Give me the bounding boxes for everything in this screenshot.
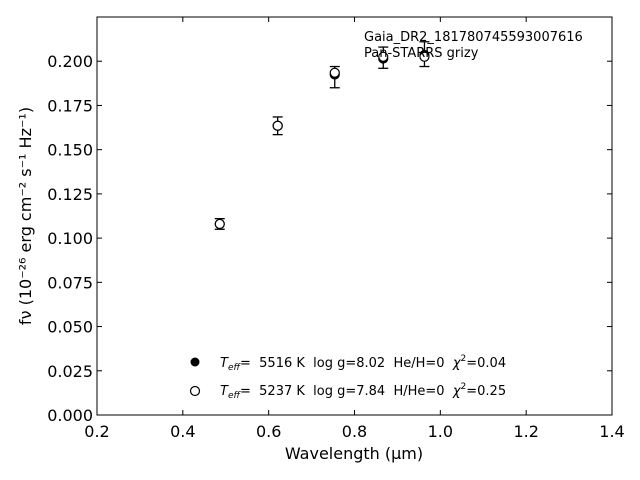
- y-axis-label: fν (10⁻²⁶ erg cm⁻² s⁻¹ Hz⁻¹): [16, 107, 35, 325]
- data-points: [214, 49, 430, 230]
- legend: Teff= 5516 K log g=8.02 He/H=0 χ2=0.04 T…: [189, 354, 506, 401]
- y-tick-label: 0.000: [47, 406, 93, 425]
- legend-marker-filled: [190, 357, 200, 367]
- x-tick-label: 1.4: [599, 422, 624, 441]
- point-open: [272, 120, 283, 131]
- y-tick-label: 0.050: [47, 318, 93, 337]
- x-tick-label: 0.8: [342, 422, 367, 441]
- y-tick-label: 0.175: [47, 96, 93, 115]
- y-tick-label: 0.125: [47, 185, 93, 204]
- legend-entry-2: Teff= 5237 K log g=7.84 H/He=0 χ2=0.25: [220, 382, 506, 401]
- legend-marker-open: [189, 385, 201, 397]
- x-tick-label: 0.2: [84, 422, 109, 441]
- annotation-survey: Pan-STARRS grizy: [364, 46, 479, 61]
- y-tick-label: 0.100: [47, 229, 93, 248]
- plot-area: [96, 16, 613, 416]
- legend-entry-1: Teff= 5516 K log g=8.02 He/H=0 χ2=0.04: [220, 354, 506, 373]
- point-open: [329, 67, 340, 78]
- y-axis: 0.000 0.025 0.050 0.075 0.100 0.125 0.150 0.175…: [47, 52, 612, 425]
- x-tick-label: 1.0: [428, 422, 453, 441]
- annotation-source: Gaia_DR2_181780745593007616: [364, 30, 583, 45]
- y-tick-label: 0.200: [47, 52, 93, 71]
- x-tick-label: 0.6: [256, 422, 281, 441]
- x-axis: 0.2 0.4 0.6 0.8 1.0 1.2 1.4: [84, 17, 625, 441]
- point-open: [378, 51, 389, 62]
- point-open: [214, 218, 225, 230]
- y-tick-label: 0.025: [47, 362, 93, 381]
- x-tick-label: 0.4: [170, 422, 195, 441]
- point-open: [419, 51, 430, 62]
- y-tick-label: 0.075: [47, 273, 93, 292]
- y-tick-label: 0.150: [47, 141, 93, 160]
- x-tick-label: 1.2: [513, 422, 538, 441]
- x-axis-label: Wavelength (μm): [285, 444, 423, 463]
